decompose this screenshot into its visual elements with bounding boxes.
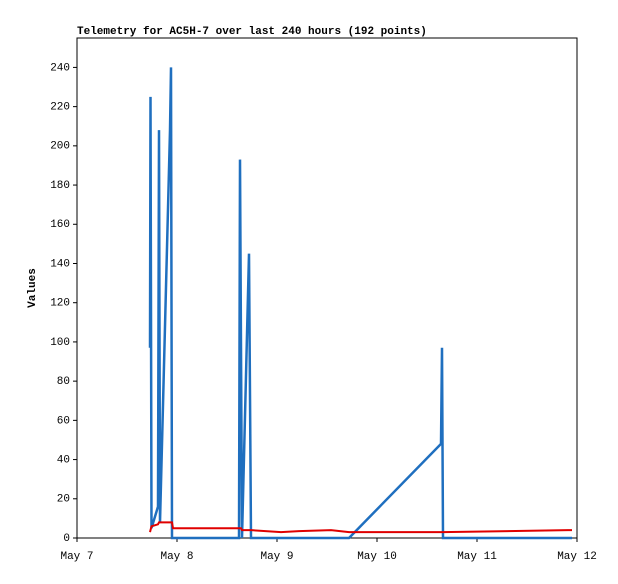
y-tick-label: 20 <box>57 494 70 506</box>
y-tick-label: 240 <box>50 62 70 74</box>
y-tick-label: 40 <box>57 454 70 466</box>
y-tick-label: 120 <box>50 298 70 310</box>
x-tick-label: May 7 <box>60 551 93 563</box>
x-tick-label: May 9 <box>260 551 293 563</box>
x-tick-label: May 12 <box>557 551 597 563</box>
y-tick-label: 80 <box>57 376 70 388</box>
y-tick-label: 180 <box>50 180 70 192</box>
chart-title: Telemetry for AC5H-7 over last 240 hours… <box>77 26 427 38</box>
y-tick-label: 220 <box>50 102 70 114</box>
y-tick-label: 160 <box>50 219 70 231</box>
y-tick-label: 100 <box>50 337 70 349</box>
x-tick-label: May 11 <box>457 551 497 563</box>
y-tick-label: 200 <box>50 141 70 153</box>
series-line <box>149 521 572 534</box>
y-tick-label: 60 <box>57 415 70 427</box>
x-tick-label: May 8 <box>160 551 193 563</box>
series-line <box>148 67 572 540</box>
x-tick-label: May 10 <box>357 551 397 563</box>
y-tick-label: 140 <box>50 258 70 270</box>
y-axis-label: Values <box>27 268 39 308</box>
y-tick-label: 0 <box>63 533 70 545</box>
